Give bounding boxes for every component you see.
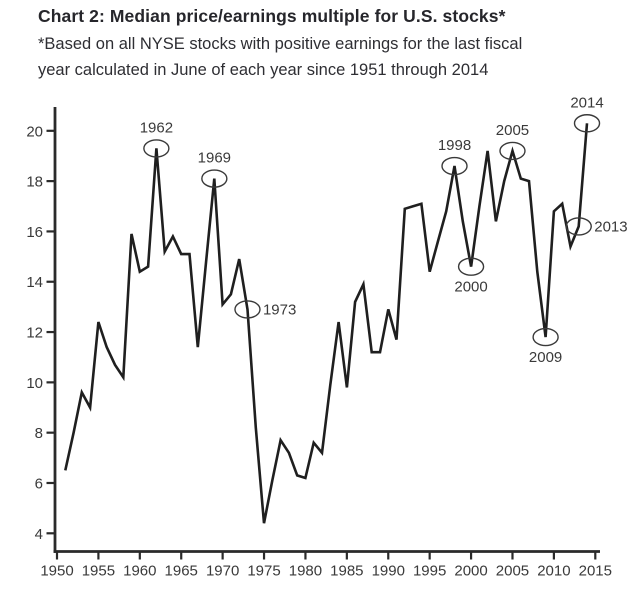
annotation-label: 1969 (198, 150, 231, 167)
annotation-label: 2013 (594, 218, 627, 235)
annotation-label: 2014 (570, 94, 603, 111)
x-tick-label: 1990 (372, 563, 405, 580)
x-tick-label: 2000 (454, 563, 487, 580)
y-tick-label: 20 (26, 123, 43, 140)
annotation-label: 2009 (529, 349, 562, 366)
annotation-label: 2005 (496, 122, 529, 139)
y-tick-label: 8 (35, 425, 43, 442)
x-tick-label: 2015 (579, 563, 612, 580)
y-tick-label: 16 (26, 224, 43, 241)
annotation-circle (565, 217, 592, 236)
annotation-label: 2000 (454, 279, 487, 296)
annotation-circle (532, 327, 559, 347)
x-tick-label: 1970 (206, 563, 239, 580)
y-tick-label: 10 (26, 375, 43, 392)
x-tick-label: 2010 (537, 563, 570, 580)
y-tick-label: 18 (26, 174, 43, 191)
chart-subtitle-line2: year calculated in June of each year sin… (38, 61, 489, 79)
pe-line-chart: 4 6 8 10 12 14 16 18 20 1950 1955 1960 1965 1970 1975 1… (26, 94, 627, 580)
annotation-label: 1973 (263, 301, 296, 318)
x-tick-label: 1965 (165, 563, 198, 580)
annotation-circle (234, 300, 261, 319)
x-tick-label: 1995 (413, 563, 446, 580)
x-tick-label: 1975 (247, 563, 280, 580)
y-tick-label: 4 (35, 526, 43, 543)
pe-series-line (64, 123, 589, 524)
annotation-label: 1962 (140, 119, 173, 136)
x-tick-label: 2005 (496, 563, 529, 580)
x-tick-label: 1985 (330, 563, 363, 580)
x-tick-label: 1960 (123, 563, 156, 580)
y-tick-label: 12 (26, 325, 43, 342)
y-tick-label: 14 (26, 274, 43, 291)
annotation-circle (457, 257, 485, 276)
annotation-circle (143, 139, 170, 158)
chart-subtitle-line1: *Based on all NYSE stocks with positive … (38, 35, 523, 53)
annotation-circle (201, 169, 228, 188)
x-tick-label: 1950 (40, 563, 73, 580)
annotation-circle (499, 141, 526, 161)
x-tick-label: 1980 (289, 563, 322, 580)
chart-title: Chart 2: Median price/earnings multiple … (38, 6, 506, 26)
annotation-circle (441, 156, 468, 176)
annotation-label: 1998 (438, 137, 471, 154)
chart-subtitle: *Based on all NYSE stocks with positive … (38, 31, 522, 83)
x-tick-label: 1955 (82, 563, 115, 580)
annotation-circle (573, 114, 601, 133)
y-tick-label: 6 (35, 475, 43, 492)
